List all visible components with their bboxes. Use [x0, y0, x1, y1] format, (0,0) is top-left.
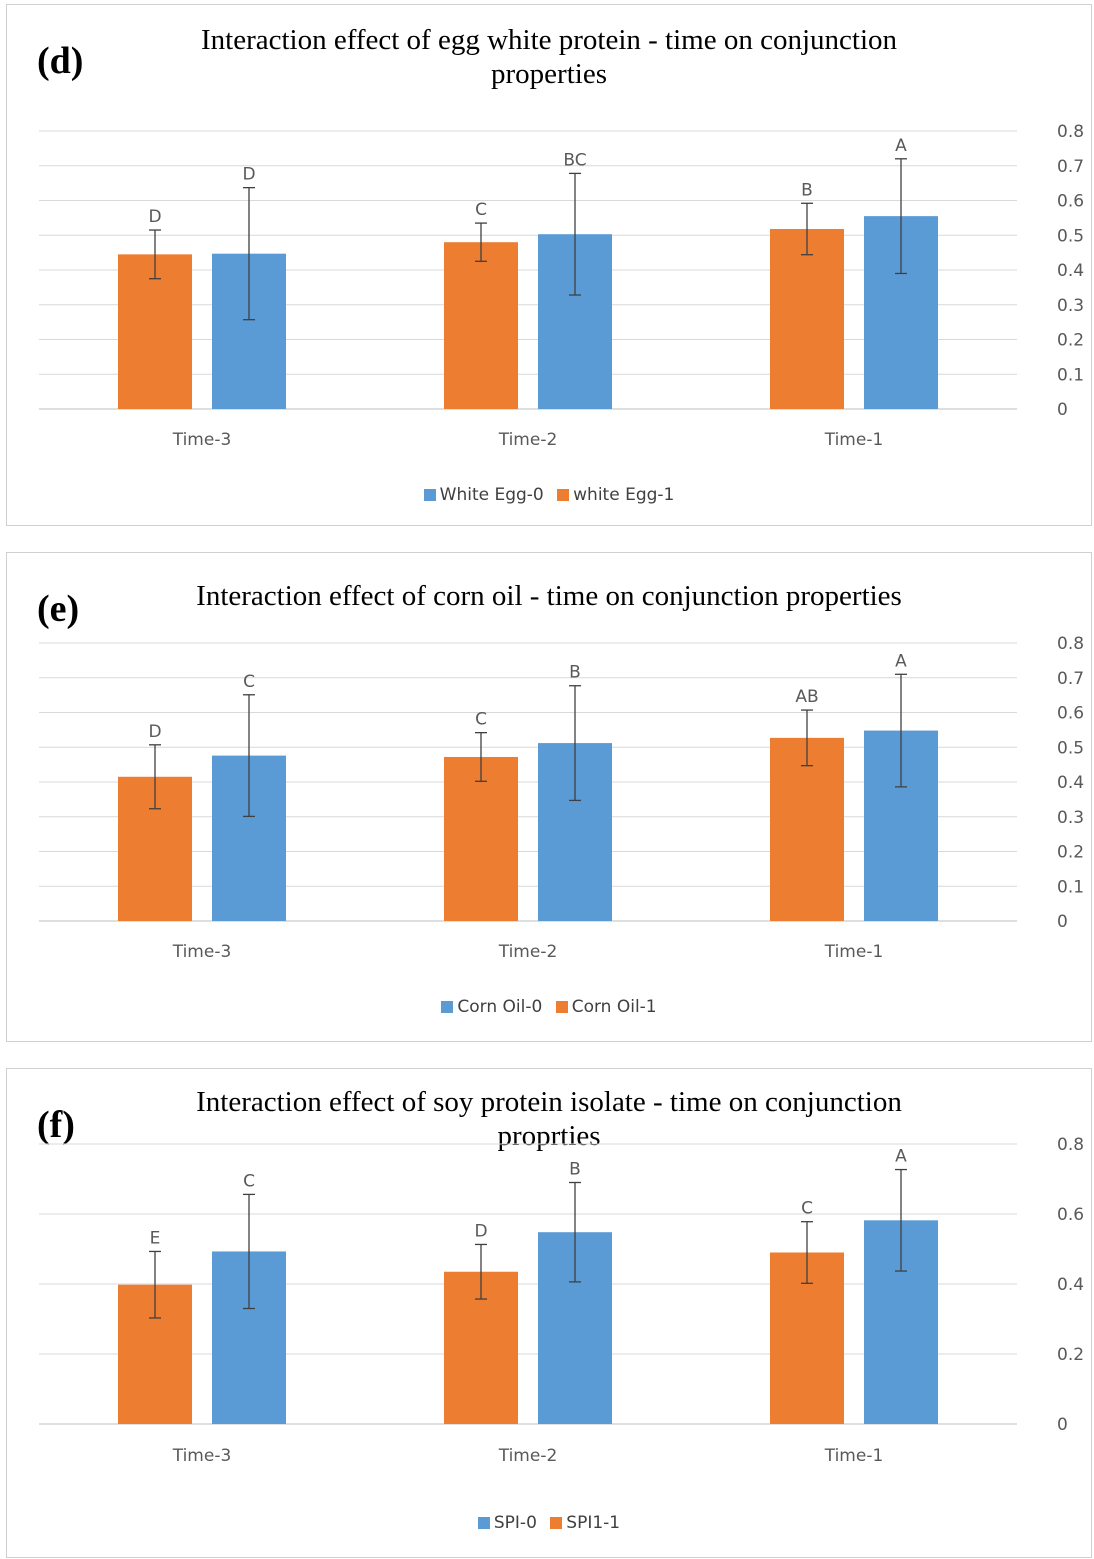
- legend-label: White Egg-0: [439, 485, 544, 505]
- chart-legend: SPI-0 SPI1-1: [7, 1513, 1091, 1534]
- y-tick-label: 0.2: [1057, 843, 1084, 863]
- chart-title-line: Interaction effect of soy protein isolat…: [196, 1086, 902, 1118]
- y-tick-label: 0.8: [1057, 1135, 1084, 1155]
- x-tick-label: Time-1: [824, 430, 884, 450]
- y-tick-label: 0.2: [1057, 1345, 1084, 1365]
- x-tick-label: Time-2: [498, 942, 558, 962]
- legend-swatch-orange: [555, 1001, 568, 1013]
- x-tick-label: Time-2: [498, 1446, 558, 1466]
- y-tick-label: 0.3: [1057, 808, 1084, 828]
- chart-plot: 0 0.1 0.2 0.3 0.4 0.5 0.6 0.7 0.8 D D Time-3 C BC Time…: [39, 122, 1084, 450]
- y-tick-label: 0.2: [1057, 331, 1084, 351]
- chart-title-line: properties: [491, 58, 607, 90]
- x-tick-label: Time-3: [172, 430, 232, 450]
- data-label: D: [148, 207, 161, 227]
- legend-swatch-orange: [557, 489, 570, 501]
- y-tick-label: 0.8: [1057, 634, 1084, 654]
- data-label: C: [243, 672, 255, 692]
- y-tick-label: 0: [1057, 400, 1068, 420]
- chart-title-line: Interaction effect of egg white protein …: [200, 24, 898, 56]
- y-tick-label: 0.5: [1057, 226, 1084, 246]
- y-tick-label: 0.6: [1057, 704, 1084, 724]
- data-label: D: [148, 722, 161, 742]
- data-label: C: [243, 1171, 255, 1191]
- legend-item: White Egg-0: [423, 485, 544, 505]
- panel-label: (f): [37, 1104, 75, 1146]
- data-label: E: [150, 1228, 161, 1248]
- y-tick-label: 0.3: [1057, 296, 1084, 316]
- data-label: D: [242, 165, 255, 185]
- chart-panel-e: (e) Interaction effect of corn oil - tim…: [6, 552, 1092, 1042]
- data-label: A: [895, 136, 907, 156]
- chart-title: Interaction effect of soy protein isolat…: [147, 1085, 951, 1153]
- data-label: A: [895, 651, 907, 671]
- chart-panel-d: (d) Interaction effect of egg white prot…: [6, 4, 1092, 526]
- data-label: A: [895, 1147, 907, 1167]
- data-label: AB: [795, 687, 818, 707]
- y-tick-label: 0: [1057, 912, 1068, 932]
- data-label: C: [475, 200, 487, 220]
- bar: [444, 242, 518, 409]
- chart-title: Interaction effect of egg white protein …: [147, 23, 951, 91]
- data-label: C: [801, 1199, 813, 1219]
- data-label: B: [569, 1160, 581, 1180]
- y-tick-label: 0.4: [1057, 773, 1084, 793]
- y-tick-label: 0.1: [1057, 877, 1084, 897]
- data-label: BC: [563, 150, 586, 170]
- legend-label: SPI-0: [493, 1513, 537, 1533]
- x-tick-label: Time-1: [824, 1446, 884, 1466]
- x-tick-label: Time-3: [172, 942, 232, 962]
- y-tick-label: 0.6: [1057, 1205, 1084, 1225]
- legend-swatch-blue: [441, 1001, 454, 1013]
- chart-plot: 0 0.1 0.2 0.3 0.4 0.5 0.6 0.7 0.8 D C Time-3 C B Time-…: [39, 634, 1084, 962]
- x-tick-label: Time-1: [824, 942, 884, 962]
- y-tick-label: 0.7: [1057, 669, 1084, 689]
- legend-label: Corn Oil-0: [457, 997, 543, 1017]
- chart-legend: White Egg-0 white Egg-1: [7, 485, 1091, 506]
- legend-label: SPI1-1: [566, 1513, 621, 1533]
- x-tick-label: Time-2: [498, 430, 558, 450]
- y-tick-label: 0.6: [1057, 192, 1084, 212]
- bar: [444, 756, 518, 921]
- bar: [118, 254, 192, 409]
- legend-item: SPI-0: [477, 1513, 537, 1533]
- chart-panel-f: (f) Interaction effect of soy protein is…: [6, 1068, 1092, 1558]
- panel-label: (e): [37, 588, 80, 630]
- chart-title-line: proprties: [497, 1120, 601, 1152]
- y-tick-label: 0.4: [1057, 1275, 1084, 1295]
- data-label: B: [569, 663, 581, 683]
- legend-swatch-orange: [550, 1517, 563, 1529]
- y-tick-label: 0.8: [1057, 122, 1084, 142]
- panel-label: (d): [37, 40, 84, 82]
- data-label: D: [474, 1221, 487, 1241]
- data-label: C: [475, 710, 487, 730]
- chart-plot: 0 0.2 0.4 0.6 0.8 E C Time-3 D B Time-2 C A Time-1: [39, 1135, 1084, 1466]
- bar: [770, 737, 844, 921]
- legend-item: Corn Oil-1: [555, 997, 657, 1017]
- y-tick-label: 0.7: [1057, 157, 1084, 177]
- legend-item: Corn Oil-0: [441, 997, 542, 1017]
- bar: [770, 228, 844, 409]
- legend-swatch-blue: [477, 1517, 490, 1529]
- y-tick-label: 0: [1057, 1415, 1068, 1435]
- y-tick-label: 0.5: [1057, 738, 1084, 758]
- legend-item: white Egg-1: [557, 485, 674, 505]
- chart-legend: Corn Oil-0 Corn Oil-1: [7, 997, 1091, 1018]
- legend-item: SPI1-1: [550, 1513, 620, 1533]
- chart-title-line: Interaction effect of corn oil - time on…: [196, 580, 902, 612]
- y-tick-label: 0.1: [1057, 365, 1084, 385]
- data-label: B: [801, 180, 813, 200]
- legend-label: white Egg-1: [573, 485, 675, 505]
- chart-title: Interaction effect of corn oil - time on…: [147, 579, 951, 613]
- x-tick-label: Time-3: [172, 1446, 232, 1466]
- y-tick-label: 0.4: [1057, 261, 1084, 281]
- legend-label: Corn Oil-1: [571, 997, 657, 1017]
- legend-swatch-blue: [423, 489, 436, 501]
